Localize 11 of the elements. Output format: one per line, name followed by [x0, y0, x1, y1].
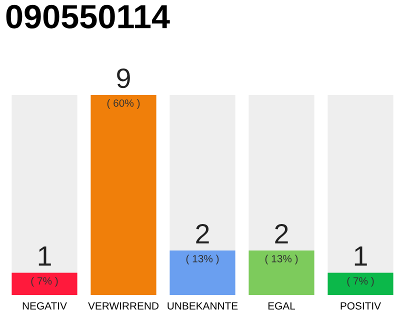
x-tick-label: POSITIV	[340, 302, 382, 310]
data-label: 9 ( 60% )	[107, 68, 140, 109]
x-tick-label: EGAL	[268, 302, 296, 310]
data-label: 2 ( 13% )	[186, 224, 219, 264]
chart-title: 090550114	[6, 4, 170, 28]
data-label: 1 ( 7% )	[347, 246, 374, 287]
x-tick-label: UNBEKANNTE	[168, 302, 238, 310]
x-tick-label: NEGATIV	[22, 302, 67, 310]
data-label: 1 ( 7% )	[31, 246, 58, 287]
x-tick-label: VERWIRREND	[88, 302, 158, 310]
data-label: 2 ( 13% )	[265, 224, 298, 264]
